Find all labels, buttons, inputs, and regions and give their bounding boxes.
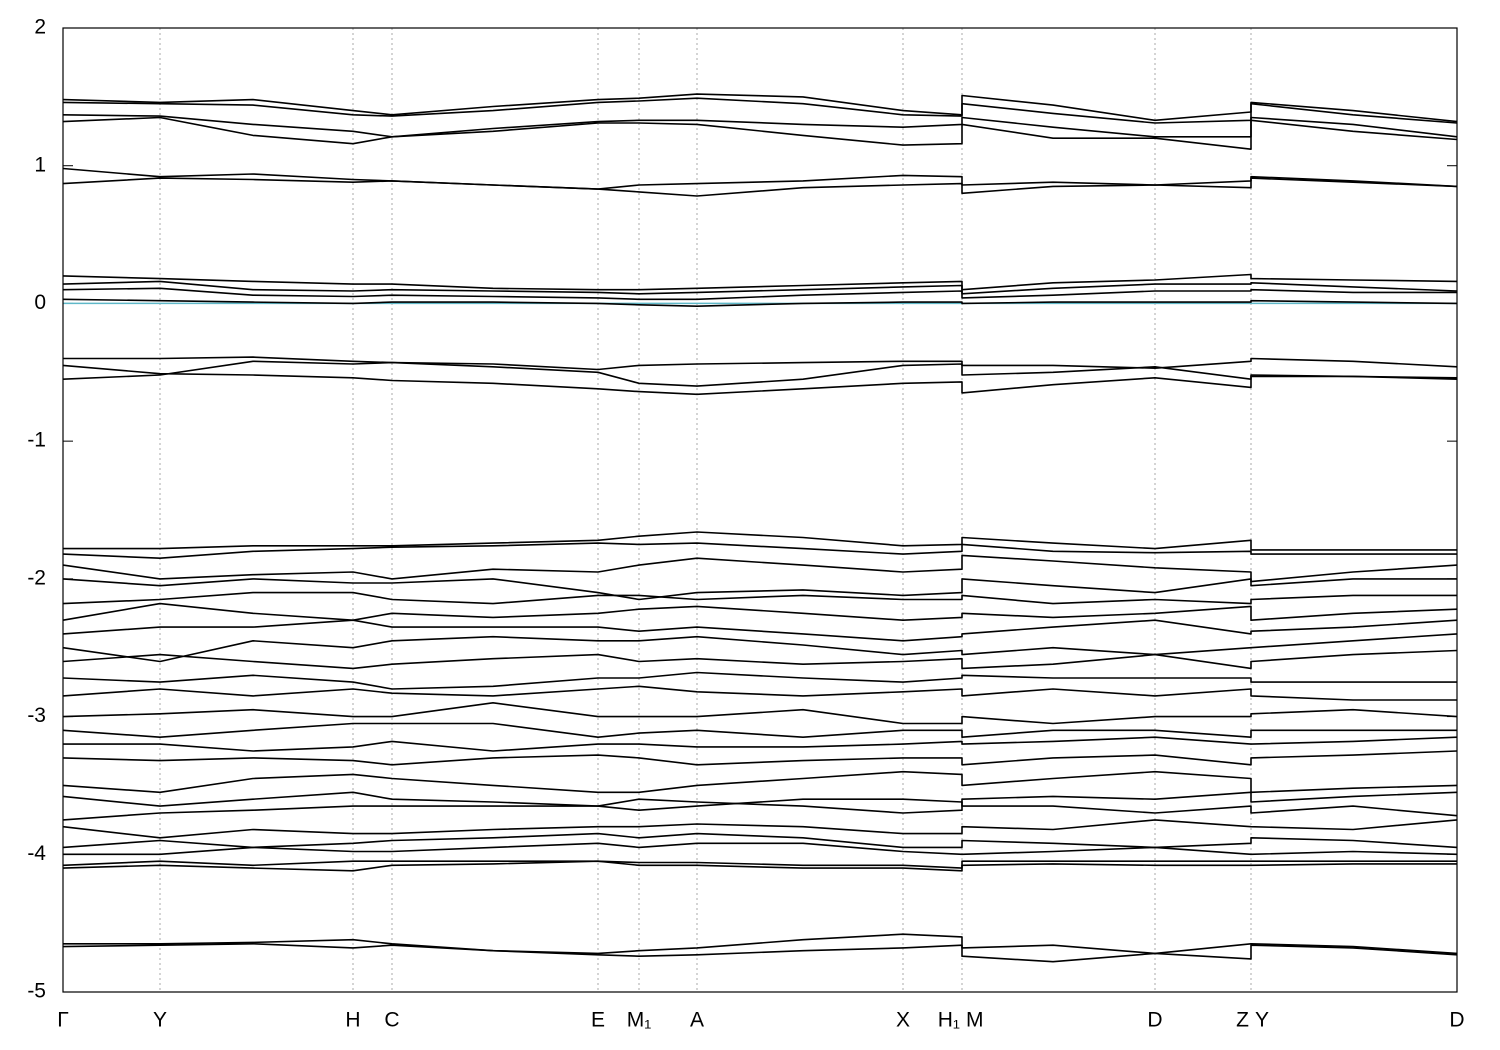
plot-frame	[62, 27, 1458, 993]
band-line	[62, 298, 1458, 307]
band-line	[62, 702, 1458, 725]
band-line	[63, 842, 1458, 856]
band-line	[62, 280, 1458, 295]
x-tick-label: M₁	[627, 1009, 652, 1032]
band-line	[62, 722, 1457, 738]
band-line	[62, 177, 1458, 197]
band-line	[62, 860, 1457, 872]
band-line	[62, 671, 1457, 690]
x-tick-label: Z	[1236, 1009, 1249, 1032]
band-line	[62, 791, 1458, 814]
band-line	[62, 649, 1458, 670]
x-tick-label: D	[1449, 1009, 1464, 1032]
band-line	[62, 287, 1457, 301]
y-tick-label: 2	[34, 16, 46, 39]
band-line	[62, 943, 1458, 963]
band-line	[62, 591, 1457, 605]
band-line	[62, 273, 1458, 291]
band-line	[62, 578, 1457, 601]
band-line	[62, 364, 1458, 396]
band-line	[62, 360, 1458, 387]
x-tick-label: Y	[1255, 1009, 1269, 1032]
y-tick-label: -1	[27, 429, 46, 452]
x-tick-label: Γ	[57, 1009, 69, 1032]
y-tick-label: -2	[27, 566, 46, 589]
band-line	[62, 554, 1458, 583]
band-line	[62, 116, 1458, 150]
x-tick-label: E	[591, 1009, 605, 1032]
x-tick-label: H₁	[938, 1009, 960, 1032]
band-line	[62, 633, 1458, 663]
band-line	[63, 736, 1458, 752]
x-tick-label: C	[384, 1009, 399, 1032]
band-line	[63, 933, 1458, 955]
x-tick-label: D	[1147, 1009, 1162, 1032]
y-tick-label: 1	[34, 153, 46, 176]
band-line	[62, 832, 1458, 849]
band-line	[62, 619, 1458, 642]
y-tick-label: -5	[27, 980, 46, 1003]
band-line	[62, 819, 1458, 839]
band-line	[62, 860, 1457, 872]
x-tick-label: Y	[153, 1009, 167, 1032]
band-line	[62, 750, 1458, 766]
x-tick-label: H	[345, 1009, 360, 1032]
y-tick-label: -3	[27, 704, 46, 727]
y-tick-label: 0	[34, 291, 46, 314]
band-line	[63, 531, 1457, 551]
band-line	[62, 685, 1457, 701]
x-tick-label: M	[966, 1009, 984, 1032]
x-tick-label: A	[690, 1009, 704, 1032]
x-tick-label: X	[896, 1009, 910, 1032]
band-line	[62, 542, 1457, 559]
band-line	[62, 798, 1458, 821]
band-line	[62, 770, 1458, 794]
band-line	[63, 356, 1458, 371]
y-tick-label: -4	[27, 842, 46, 865]
